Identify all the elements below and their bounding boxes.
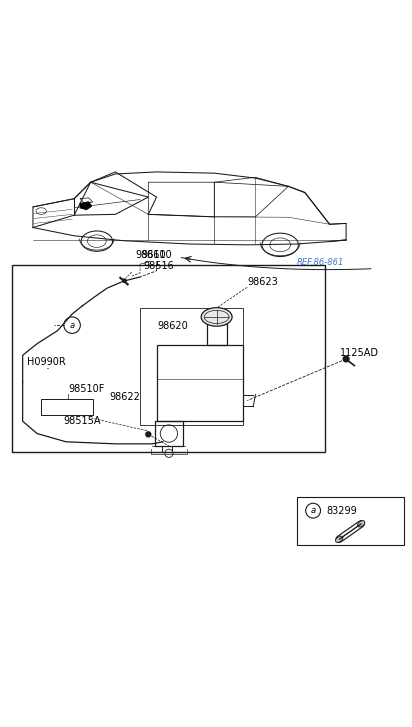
Ellipse shape [358,521,365,527]
Text: 83299: 83299 [326,506,357,515]
Circle shape [123,279,126,282]
Circle shape [343,356,349,362]
Circle shape [146,432,151,437]
Text: 98622: 98622 [109,392,140,401]
Ellipse shape [201,308,232,326]
Text: a: a [70,321,75,329]
Text: 98610: 98610 [141,249,172,260]
Bar [140,308,243,425]
Text: 98510F: 98510F [68,384,104,393]
Text: 98610: 98610 [135,251,166,260]
Bar [297,497,404,545]
Bar [12,265,325,452]
Bar [157,345,243,421]
Bar [41,398,93,415]
Ellipse shape [335,536,343,542]
Text: 98516: 98516 [143,261,174,271]
Text: 98620: 98620 [158,321,188,332]
Text: 98623: 98623 [247,277,278,287]
Bar [207,324,227,345]
Bar [154,421,183,446]
Text: 98515A: 98515A [64,417,101,426]
Text: a: a [311,506,316,515]
Polygon shape [80,202,91,209]
Text: 1125AD: 1125AD [340,348,379,358]
Text: REF.86-861: REF.86-861 [297,257,344,267]
Text: H0990R: H0990R [27,357,66,367]
